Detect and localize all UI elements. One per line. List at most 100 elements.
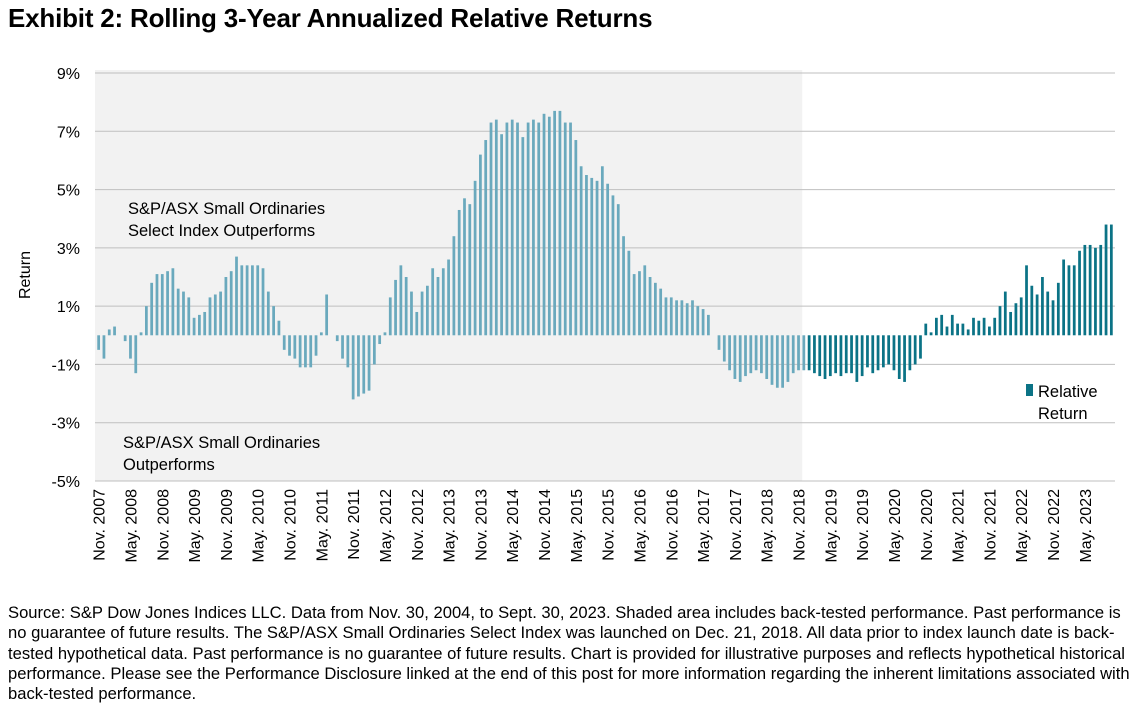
bar xyxy=(966,329,970,336)
bar xyxy=(807,335,811,371)
bar xyxy=(813,335,816,374)
x-tick-label: May. 2019 xyxy=(823,489,840,563)
x-tick-label: May. 2011 xyxy=(314,489,331,561)
bar xyxy=(160,274,164,336)
bar xyxy=(685,303,689,336)
bar xyxy=(569,122,572,336)
bar xyxy=(325,294,329,336)
bar xyxy=(1051,300,1055,336)
bar xyxy=(558,110,562,336)
x-tick-label: Nov. 2009 xyxy=(219,489,236,561)
bar xyxy=(388,297,392,336)
bar xyxy=(1088,244,1092,336)
bar xyxy=(346,335,350,368)
bar xyxy=(563,122,567,336)
bar xyxy=(659,288,663,336)
source-note: Source: S&P Dow Jones Indices LLC. Data … xyxy=(8,603,1130,704)
bar xyxy=(532,119,535,336)
bar xyxy=(834,335,838,374)
bar xyxy=(876,335,880,371)
x-tick-label: Nov. 2017 xyxy=(728,489,745,561)
bar xyxy=(399,265,403,336)
bar xyxy=(298,335,302,368)
y-tick-label: 5% xyxy=(57,183,80,200)
legend: Relative Return xyxy=(1026,383,1098,423)
x-tick-label: May. 2015 xyxy=(569,489,586,563)
bar xyxy=(871,335,875,374)
bar xyxy=(839,335,843,377)
bar xyxy=(468,204,472,336)
bar xyxy=(691,300,694,336)
x-tick-label: Nov. 2019 xyxy=(855,489,872,561)
bar xyxy=(881,335,885,368)
bar xyxy=(473,180,477,336)
bar xyxy=(431,268,435,336)
y-tick-label: -1% xyxy=(52,357,80,374)
bar xyxy=(892,335,896,371)
bar xyxy=(643,265,647,336)
bar xyxy=(378,335,382,345)
bar xyxy=(309,335,313,368)
bar xyxy=(489,122,493,336)
bar xyxy=(638,271,641,336)
bar xyxy=(304,335,307,368)
bar xyxy=(447,259,450,336)
chart: 9% 7% 5% 3% 1% -1% -3% -5% Return Nov. 2007 May.… xyxy=(17,66,1115,563)
bar xyxy=(749,335,753,374)
bar xyxy=(866,335,869,368)
bar xyxy=(765,335,769,379)
chart-title: Exhibit 2: Rolling 3-Year Annualized Rel… xyxy=(8,3,653,33)
bar xyxy=(908,335,912,371)
bar xyxy=(547,116,551,336)
x-tick-label: May. 2023 xyxy=(1078,489,1095,563)
bar xyxy=(510,119,514,336)
bar xyxy=(1056,282,1060,336)
bar xyxy=(903,335,906,382)
bar xyxy=(1019,297,1023,336)
x-tick-label: Nov. 2021 xyxy=(982,489,999,561)
bar xyxy=(950,314,954,336)
legend-label-line2: Return xyxy=(1038,405,1088,423)
x-tick-label: May. 2022 xyxy=(1014,489,1031,563)
bar xyxy=(722,335,726,362)
bar xyxy=(648,277,652,336)
bar xyxy=(97,335,101,350)
bar xyxy=(224,277,228,336)
x-tick-label: May. 2021 xyxy=(951,489,968,563)
bar xyxy=(213,294,217,336)
bar xyxy=(738,335,742,382)
bar xyxy=(1025,265,1028,336)
bar xyxy=(653,282,657,336)
bar xyxy=(426,285,429,336)
bar xyxy=(1109,224,1113,336)
bar xyxy=(701,309,705,336)
bar xyxy=(791,335,795,374)
legend-swatch xyxy=(1026,384,1033,396)
bar xyxy=(319,332,323,336)
bar xyxy=(860,335,864,377)
bar xyxy=(855,335,859,382)
x-tick-label: Nov. 2015 xyxy=(601,489,618,561)
y-tick-label: 7% xyxy=(57,124,80,141)
x-tick-label: May. 2014 xyxy=(505,489,522,563)
bar xyxy=(261,268,265,336)
bar xyxy=(123,335,127,342)
x-tick-label: Nov. 2022 xyxy=(1046,489,1063,561)
bar xyxy=(717,335,721,350)
gridlines xyxy=(95,72,1115,482)
bar xyxy=(139,332,143,336)
bar xyxy=(113,326,116,336)
bar xyxy=(680,300,684,336)
bar xyxy=(166,271,169,336)
bar xyxy=(600,166,604,336)
x-tick-label: Nov. 2012 xyxy=(410,489,427,561)
bar xyxy=(457,209,461,336)
bar xyxy=(1014,303,1018,336)
x-tick-label: Nov. 2008 xyxy=(155,489,172,561)
bar xyxy=(176,288,180,336)
bar xyxy=(1083,244,1087,336)
x-tick-label: Nov. 2007 xyxy=(92,489,109,561)
bar xyxy=(998,306,1002,336)
bar xyxy=(887,335,891,365)
bar xyxy=(818,335,822,377)
